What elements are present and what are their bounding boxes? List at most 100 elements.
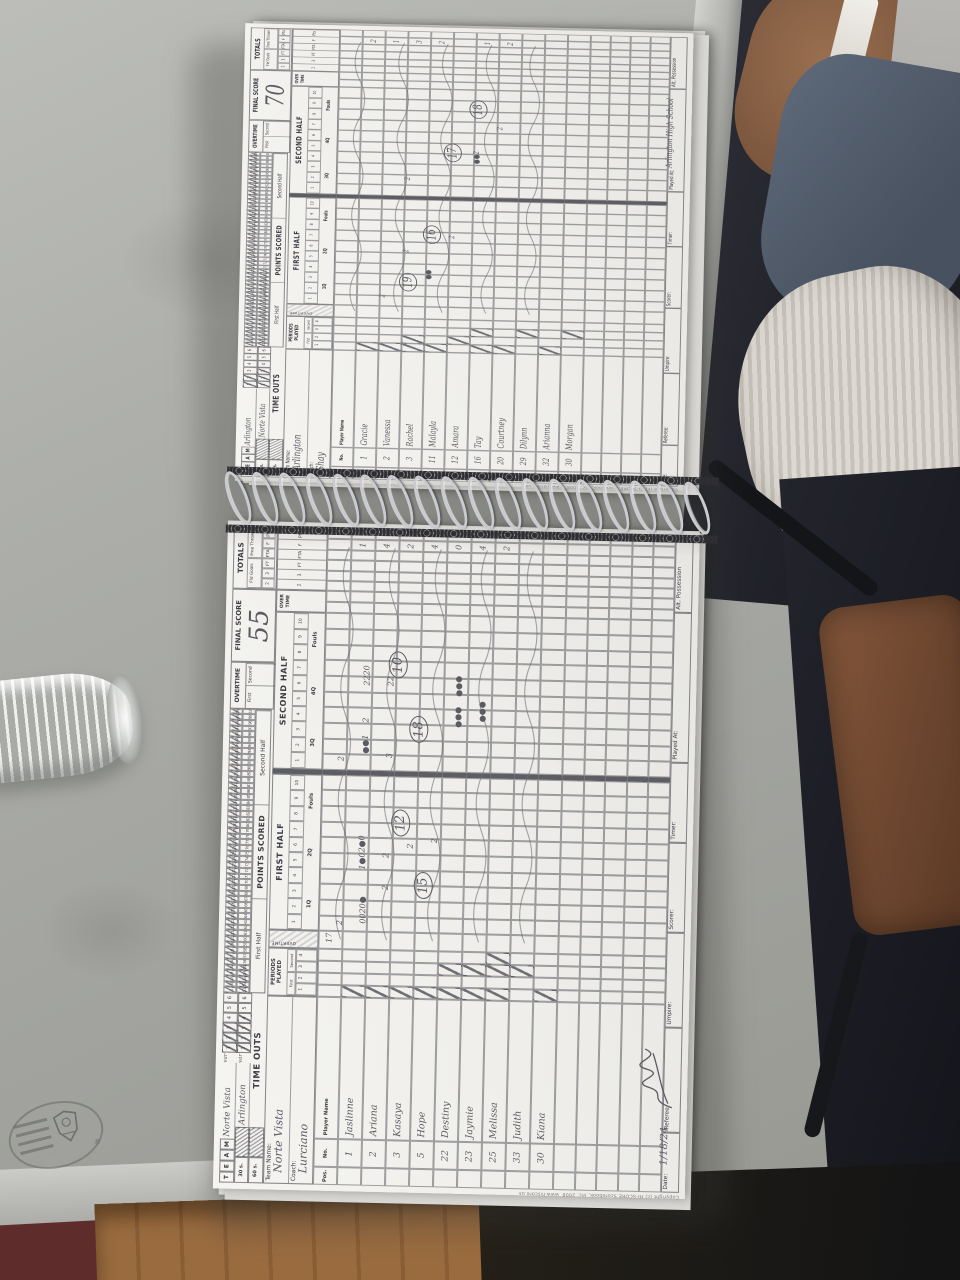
period-played-cell — [365, 973, 390, 987]
score-mark: 2 — [405, 843, 415, 849]
totals-col-label: FT — [261, 558, 276, 569]
totals-cell — [446, 573, 471, 585]
running-score-number: 6 — [223, 958, 238, 965]
period-played-cell — [469, 344, 493, 354]
running-score-number: 51 — [236, 987, 250, 994]
period-played-cell — [644, 968, 666, 981]
totals-cell — [650, 57, 671, 66]
timeout-box: 3 — [222, 1022, 238, 1033]
first-half-header: FIRST HALF 1 2 3 4 5 6 7 8 9 10 1Q 2Q Fouls — [286, 196, 337, 305]
score-mark: 17 — [324, 932, 334, 943]
totals-cell: 4 — [471, 542, 496, 554]
overtime-box: OVERTIME First Second — [248, 119, 292, 153]
totals-cell — [423, 551, 448, 563]
running-score-number: 47 — [229, 725, 243, 732]
official-cell: Scorer: — [664, 246, 684, 309]
thirty-sec-label: 30 s. — [233, 1156, 249, 1184]
period-played-cell — [342, 949, 367, 962]
official-cell: Timer: — [668, 762, 689, 843]
team-box-letter: M — [219, 1138, 235, 1150]
totals-cell — [398, 572, 423, 583]
team-box-letter: M — [241, 446, 256, 455]
totals-cell — [522, 33, 546, 42]
player-name: Amara — [444, 352, 470, 451]
running-score-number: 39 — [247, 194, 260, 199]
overtime-mini-col: OVERTIME — [268, 929, 319, 949]
score-mark: 0020● — [358, 896, 368, 924]
player-name — [641, 356, 664, 455]
totals-cell — [566, 575, 589, 587]
running-score-number: 84 — [240, 799, 254, 806]
roster-grid: Pos. No. Player Name 1 Jaslinne 1 2 Ariana 4 3 Kas… — [312, 528, 676, 1193]
totals-cell — [499, 54, 523, 63]
period-played-cell — [341, 961, 367, 974]
running-score-number: 65 — [257, 288, 270, 293]
running-score-number: 44 — [247, 175, 260, 180]
team-name-row: Team Name: Arlington — [283, 349, 311, 478]
points-scored-strip: 1 2 3 4 5 6 7 8 9 10 11 12 13 14 15 16 17 18 19 20 21 22 23 24 2… — [223, 708, 273, 994]
running-score-number: 10 — [244, 307, 257, 312]
totals-cell — [521, 69, 545, 77]
running-score-number: 85 — [240, 793, 254, 800]
totals-cell — [522, 47, 546, 56]
totals-col-label: F — [278, 35, 291, 43]
totals-cell — [652, 577, 675, 589]
running-score-number: 76 — [239, 844, 253, 851]
totals-cell — [567, 70, 591, 78]
running-score-number: 49 — [247, 155, 261, 160]
period-played-cell — [623, 348, 644, 357]
period-played-cell — [355, 342, 379, 351]
totals-cell: 2 — [499, 40, 523, 48]
running-score-number: 93 — [259, 179, 273, 184]
running-score-number: 21 — [225, 873, 240, 880]
period-played-cell — [561, 322, 585, 332]
running-score-number: 75 — [258, 249, 271, 254]
period-played-cell — [355, 334, 379, 343]
totals-cell — [649, 65, 671, 73]
totals-cell — [587, 586, 610, 598]
final-score-value: 55 — [244, 608, 276, 643]
totals-cell — [374, 561, 400, 573]
running-score-number: 38 — [228, 776, 242, 783]
totals-cell — [632, 546, 654, 557]
period-played-cell — [561, 330, 585, 340]
player-number: 12 — [444, 450, 468, 470]
totals-cell — [649, 72, 670, 80]
running-score-number: 41 — [247, 186, 260, 192]
totals-cell — [494, 584, 519, 596]
player-name: Malayla — [421, 351, 447, 451]
running-score-number: 45 — [228, 736, 243, 743]
totals-cell — [653, 556, 676, 568]
running-score-number: 27 — [245, 241, 259, 246]
running-score-number: 40 — [228, 765, 242, 772]
running-score-number: 9 — [244, 311, 257, 316]
running-score-number: 78 — [239, 833, 253, 840]
running-score-number: 8 — [224, 947, 238, 953]
running-score-number: 22 — [226, 867, 240, 874]
totals-cell — [545, 41, 568, 49]
player-number: 3 — [385, 1140, 410, 1169]
final-score-value: 70 — [261, 83, 291, 108]
running-score-number: 24 — [245, 253, 259, 258]
period-played-cell — [515, 337, 539, 347]
period-played-cell — [644, 324, 665, 333]
running-score-number: 100 — [260, 152, 273, 157]
totals-cell — [610, 545, 633, 557]
totals-cell — [499, 33, 523, 41]
running-score-number: 46 — [229, 730, 243, 737]
running-score-number: 45 — [247, 171, 260, 176]
totals-cell — [470, 584, 495, 596]
timeout-box: 1 — [256, 381, 271, 389]
totals-cell: 1 — [351, 539, 376, 551]
player-number: 32 — [535, 452, 559, 472]
official-cell: Scorer: — [666, 842, 687, 933]
totals-cell — [519, 543, 544, 555]
timeout-box: 4 — [222, 1012, 238, 1023]
official-cell: Umpire: — [664, 932, 685, 1028]
running-score-number: 8 — [244, 315, 257, 320]
period-played-cell — [643, 332, 664, 342]
period-played-cell — [515, 345, 539, 355]
running-score-number: 83 — [240, 805, 254, 812]
score-mark: ●●1 — [360, 734, 371, 754]
